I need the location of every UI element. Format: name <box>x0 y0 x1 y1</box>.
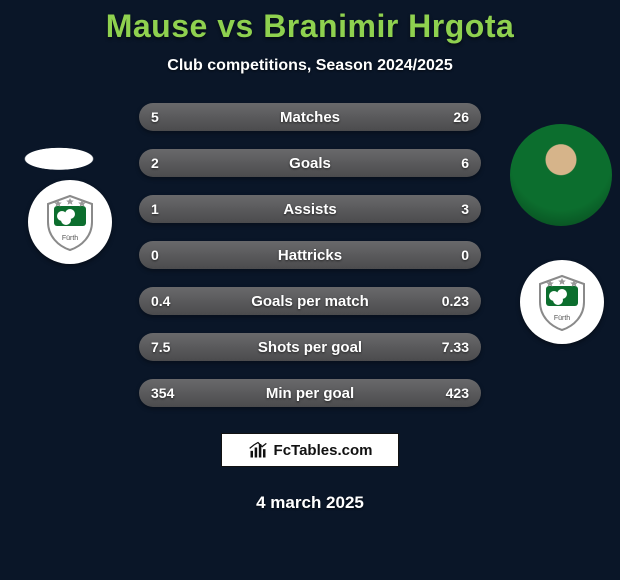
stat-row: 1 Assists 3 <box>139 195 481 223</box>
stat-row: 354 Min per goal 423 <box>139 379 481 407</box>
stats-list: 5 Matches 26 2 Goals 6 1 Assists 3 0 Hat… <box>139 103 481 407</box>
stat-value-left: 2 <box>151 155 185 171</box>
stat-label: Goals <box>139 155 481 172</box>
stat-row: 5 Matches 26 <box>139 103 481 131</box>
club-badge-right: Fürth <box>520 260 604 344</box>
player-avatar-right <box>510 124 612 226</box>
stat-value-right: 423 <box>435 385 469 401</box>
stat-label: Goals per match <box>139 293 481 310</box>
club-crest-icon: Fürth <box>40 192 100 252</box>
stat-value-right: 6 <box>435 155 469 171</box>
chart-icon <box>248 440 268 460</box>
comparison-card: Mause vs Branimir Hrgota Club competitio… <box>0 0 620 580</box>
stat-value-left: 0 <box>151 247 185 263</box>
stat-value-right: 7.33 <box>435 339 469 355</box>
stat-value-left: 7.5 <box>151 339 185 355</box>
stat-row: 7.5 Shots per goal 7.33 <box>139 333 481 361</box>
stat-value-left: 5 <box>151 109 185 125</box>
stat-label: Shots per goal <box>139 339 481 356</box>
stat-value-right: 3 <box>435 201 469 217</box>
stat-label: Matches <box>139 109 481 126</box>
stat-value-right: 26 <box>435 109 469 125</box>
stat-value-left: 354 <box>151 385 185 401</box>
footer-date: 4 march 2025 <box>0 493 620 513</box>
stat-row: 0 Hattricks 0 <box>139 241 481 269</box>
svg-text:Fürth: Fürth <box>554 315 570 322</box>
stat-label: Min per goal <box>139 385 481 402</box>
page-title: Mause vs Branimir Hrgota <box>0 8 620 45</box>
stat-label: Assists <box>139 201 481 218</box>
stat-value-right: 0 <box>435 247 469 263</box>
stat-row: 2 Goals 6 <box>139 149 481 177</box>
svg-text:Fürth: Fürth <box>62 235 78 242</box>
stat-value-right: 0.23 <box>435 293 469 309</box>
player-photo-right <box>510 124 612 226</box>
club-crest-icon: Fürth <box>532 272 592 332</box>
page-subtitle: Club competitions, Season 2024/2025 <box>0 57 620 75</box>
club-badge-left: Fürth <box>28 180 112 264</box>
stat-value-left: 0.4 <box>151 293 185 309</box>
branding-badge: FcTables.com <box>221 433 399 467</box>
branding-text: FcTables.com <box>274 442 373 459</box>
stat-value-left: 1 <box>151 201 185 217</box>
stat-label: Hattricks <box>139 247 481 264</box>
stat-row: 0.4 Goals per match 0.23 <box>139 287 481 315</box>
